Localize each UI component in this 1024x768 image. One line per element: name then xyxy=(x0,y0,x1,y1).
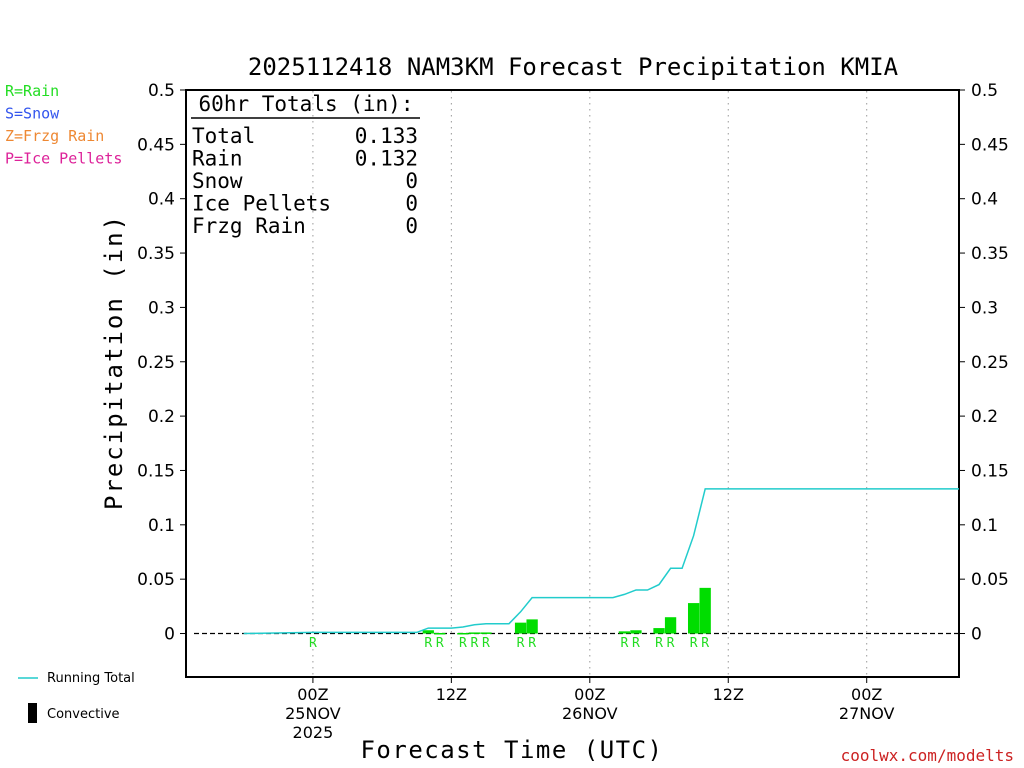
x-gridlines xyxy=(312,91,868,676)
y-tick-label-left: 0.3 xyxy=(148,298,175,318)
precip-bar xyxy=(422,630,434,634)
x-axis-label: Forecast Time (UTC) xyxy=(360,736,663,764)
totals-header: 60hr Totals (in): xyxy=(199,92,414,116)
totals-row-label: Total xyxy=(192,124,255,148)
y-tick-label-left: 0.35 xyxy=(137,244,175,264)
y-axis-label: Precipitation (in) xyxy=(100,214,128,510)
y-tick-label-left: 0.2 xyxy=(148,407,175,427)
precip-type-letter: R xyxy=(528,636,536,651)
precip-type-letter: R xyxy=(309,636,317,651)
precip-type-letter: R xyxy=(517,636,525,651)
chart-title: 2025112418 NAM3KM Forecast Precipitation… xyxy=(248,53,899,81)
x-tick-label: 00Z xyxy=(574,685,605,704)
y-tick-label-left: 0.1 xyxy=(148,516,175,536)
totals-row-label: Ice Pellets xyxy=(192,192,331,216)
y-tick-label-right: 0 xyxy=(971,625,982,645)
y-tick-label-left: 0.25 xyxy=(137,353,175,373)
y-tick-label-left: 0.05 xyxy=(137,570,175,590)
precip-bar xyxy=(526,619,538,634)
x-tick-label: 00Z xyxy=(297,685,328,704)
precip-bar xyxy=(630,630,642,634)
totals-row-value: 0 xyxy=(405,192,418,216)
precip-bar xyxy=(618,631,631,634)
convective-legend-swatch xyxy=(28,703,37,723)
x-tick-label: 2025 xyxy=(293,723,334,742)
y-axis-right: 0 0.05 0.1 0.15 0.2 0.25 0.3 0.35 0.4 0.45 0.5 xyxy=(959,81,1009,645)
plot-frame xyxy=(185,89,960,678)
totals-box: 60hr Totals (in): Total 0.133 Rain 0.132 Sno… xyxy=(191,92,420,238)
precip-bar xyxy=(653,628,665,634)
y-tick-label-left: 0 xyxy=(164,625,175,645)
credit-text: coolwx.com/modelts xyxy=(841,746,1014,765)
precip-type-letter: R xyxy=(690,636,698,651)
totals-row-label: Frzg Rain xyxy=(192,214,306,238)
precip-type-legend-item: R=Rain xyxy=(5,82,59,100)
totals-rows: Total 0.133 Rain 0.132 Snow 0 Ice Pellets 0 Frzg… xyxy=(192,124,418,238)
precip-type-letter: R xyxy=(424,636,432,651)
precip-bar xyxy=(687,603,700,634)
precip-bar xyxy=(457,632,469,635)
x-tick-label: 27NOV xyxy=(839,704,895,723)
x-tick-label: 00Z xyxy=(851,685,882,704)
y-tick-label-right: 0.35 xyxy=(971,244,1009,264)
x-tick-label: 25NOV xyxy=(285,704,341,723)
y-tick-label-left: 0.45 xyxy=(137,135,175,155)
precip-type-letter: R xyxy=(471,636,479,651)
precip-type-letter: R xyxy=(632,636,640,651)
bars xyxy=(422,587,711,635)
y-tick-label-right: 0.45 xyxy=(971,135,1009,155)
precip-type-letter: R xyxy=(667,636,675,651)
precip-bar xyxy=(699,587,711,634)
precip-type-legend-item: P=Ice Pellets xyxy=(5,150,122,168)
y-tick-label-right: 0.1 xyxy=(971,516,998,536)
convective-legend-label: Convective xyxy=(47,707,120,722)
x-tick-label: 26NOV xyxy=(562,704,618,723)
precip-bar xyxy=(514,622,527,634)
bottom-legend: Running Total Convective xyxy=(18,671,135,723)
totals-row-value: 0 xyxy=(405,169,418,193)
totals-row-label: Snow xyxy=(192,169,243,193)
y-tick-label-right: 0.05 xyxy=(971,570,1009,590)
running-total-legend-label: Running Total xyxy=(47,671,135,686)
y-tick-label-right: 0.3 xyxy=(971,298,998,318)
totals-row-value: 0 xyxy=(405,214,418,238)
precip-type-letter: R xyxy=(701,636,709,651)
precip-type-letter: R xyxy=(655,636,663,651)
precip-bar xyxy=(664,617,677,634)
precip-type-letter: R xyxy=(459,636,467,651)
totals-row-value: 0.133 xyxy=(355,124,418,148)
y-tick-label-right: 0.4 xyxy=(971,190,998,210)
precip-type-legend: R=Rain S=Snow Z=Frzg Rain P=Ice Pellets xyxy=(5,82,122,168)
y-tick-label-left: 0.15 xyxy=(137,461,175,481)
x-tick-label: 12Z xyxy=(713,685,744,704)
precip-bar xyxy=(468,632,481,634)
precip-bar xyxy=(434,632,446,635)
y-axis-left: 0 0.05 0.1 0.15 0.2 0.25 0.3 0.35 0.4 0.45 0.5 xyxy=(137,81,186,645)
x-tick-label: 12Z xyxy=(436,685,467,704)
y-tick-label-left: 0.4 xyxy=(148,190,175,210)
y-tick-label-left: 0.5 xyxy=(148,81,175,101)
precip-type-legend-item: Z=Frzg Rain xyxy=(5,127,104,145)
y-tick-label-right: 0.2 xyxy=(971,407,998,427)
totals-row-label: Rain xyxy=(192,147,243,171)
y-tick-label-right: 0.5 xyxy=(971,81,998,101)
precip-type-letter: R xyxy=(482,636,490,651)
precip-type-legend-item: S=Snow xyxy=(5,105,60,123)
running-total-line xyxy=(243,488,959,635)
precip-type-letter: R xyxy=(436,636,444,651)
y-tick-label-right: 0.15 xyxy=(971,461,1009,481)
precip-bar xyxy=(480,632,492,634)
y-tick-label-right: 0.25 xyxy=(971,353,1009,373)
precip-type-letter: R xyxy=(621,636,629,651)
totals-row-value: 0.132 xyxy=(355,147,418,171)
